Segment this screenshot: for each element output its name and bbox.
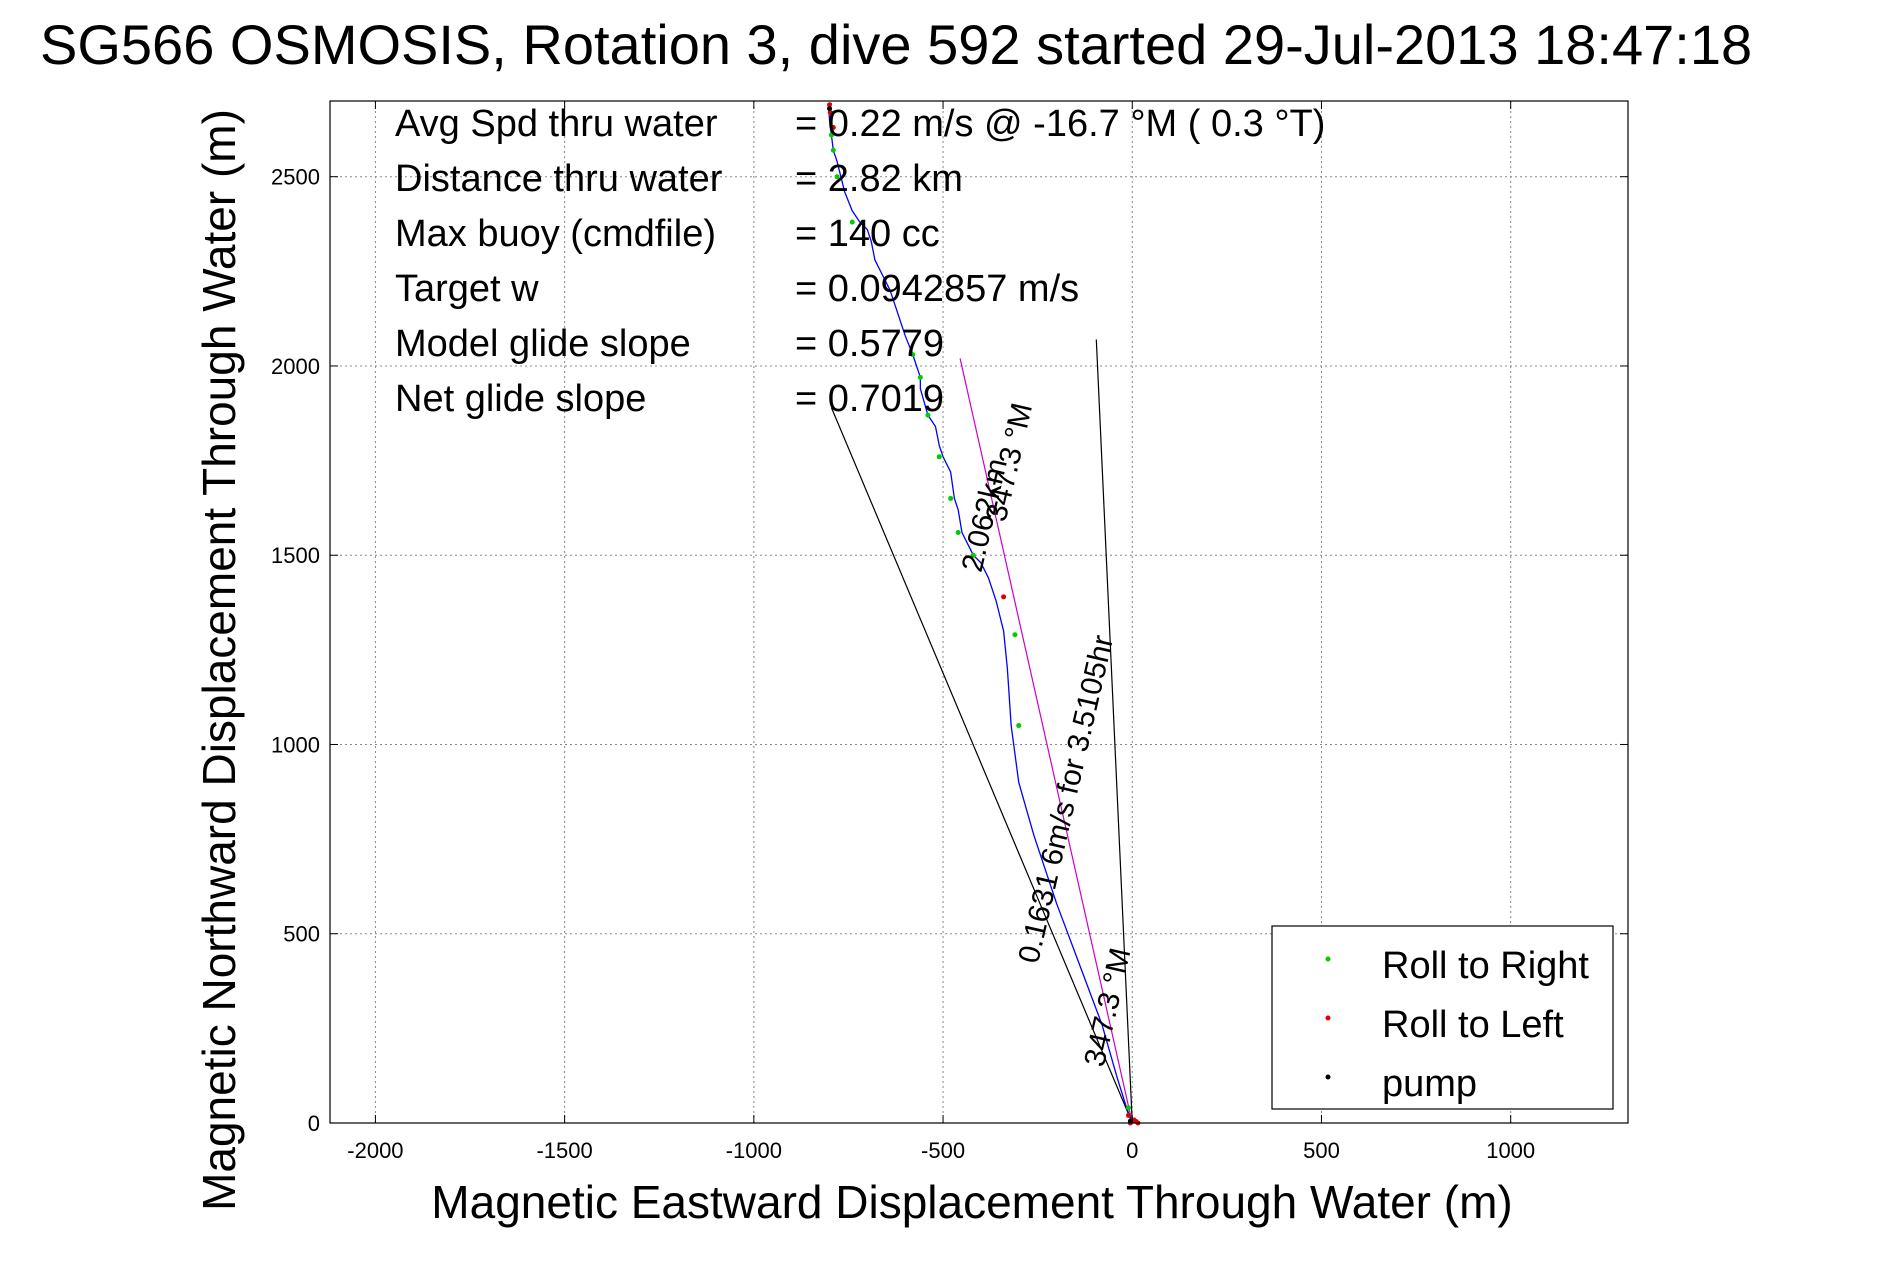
y-axis-label: Magnetic Northward Displacement Through … bbox=[193, 109, 245, 1211]
axis-ticks: -2000 -1500 -1000 -500 0 500 1000 0 500 1000 1500 2… bbox=[271, 101, 1628, 1163]
x-tick-label: 0 bbox=[1126, 1138, 1138, 1163]
chart-title: SG566 OSMOSIS, Rotation 3, dive 592 star… bbox=[40, 13, 1752, 76]
y-tick-label: 0 bbox=[308, 1111, 320, 1136]
y-tick-label: 500 bbox=[283, 922, 320, 947]
x-tick-label: 500 bbox=[1303, 1138, 1340, 1163]
legend-label: pump bbox=[1382, 1063, 1477, 1105]
data-point bbox=[955, 530, 961, 536]
track-path bbox=[828, 102, 1133, 1124]
legend: Roll to Right Roll to Left pump bbox=[1271, 925, 1614, 1110]
legend-marker bbox=[1325, 956, 1331, 962]
info-label: Net glide slope bbox=[395, 378, 646, 420]
legend-marker bbox=[1325, 1015, 1331, 1021]
x-tick-label: -1500 bbox=[536, 1138, 592, 1163]
info-value: = 140 cc bbox=[795, 213, 940, 255]
x-tick-label: -2000 bbox=[347, 1138, 403, 1163]
info-label: Target w bbox=[395, 268, 539, 310]
info-label: Avg Spd thru water bbox=[395, 103, 718, 145]
data-point bbox=[827, 102, 833, 108]
data-point bbox=[917, 374, 923, 380]
legend-marker bbox=[1325, 1074, 1331, 1080]
y-tick-label: 1500 bbox=[271, 543, 320, 568]
data-point bbox=[828, 132, 834, 138]
x-tick-label: 1000 bbox=[1486, 1138, 1535, 1163]
data-point bbox=[849, 219, 855, 225]
info-label: Model glide slope bbox=[395, 323, 691, 365]
reference-lines bbox=[830, 339, 1133, 1124]
data-points bbox=[827, 102, 1141, 1126]
data-point bbox=[1016, 723, 1022, 729]
plot-area bbox=[329, 100, 1629, 1124]
info-value: = 2.82 km bbox=[795, 158, 963, 200]
info-value: = 0.5779 bbox=[795, 323, 944, 365]
data-point bbox=[936, 454, 942, 460]
legend-label: Roll to Left bbox=[1382, 1004, 1564, 1046]
reference-line bbox=[830, 407, 1133, 1124]
data-point bbox=[1125, 1112, 1131, 1118]
x-tick-label: -500 bbox=[921, 1138, 965, 1163]
data-point bbox=[970, 552, 976, 558]
info-block: Avg Spd thru water = 0.22 m/s @ -16.7 °M … bbox=[395, 103, 1325, 420]
data-point bbox=[830, 147, 836, 153]
data-point bbox=[1125, 1105, 1131, 1111]
info-label: Max buoy (cmdfile) bbox=[395, 213, 716, 255]
x-tick-label: -1000 bbox=[726, 1138, 782, 1163]
info-value: = 0.22 m/s @ -16.7 °M ( 0.3 °T) bbox=[795, 103, 1325, 145]
info-label: Distance thru water bbox=[395, 158, 723, 200]
data-point bbox=[948, 495, 954, 501]
data-point bbox=[827, 106, 833, 112]
y-tick-label: 2500 bbox=[271, 165, 320, 190]
data-point bbox=[1001, 594, 1007, 600]
y-tick-label: 2000 bbox=[271, 354, 320, 379]
annotation-label: 0.1631 6m/s for 3.5105hr bbox=[1012, 632, 1120, 966]
data-point bbox=[834, 174, 840, 180]
grid-lines bbox=[330, 101, 1628, 1124]
data-point bbox=[1127, 1118, 1133, 1124]
y-tick-label: 1000 bbox=[271, 732, 320, 757]
reference-line bbox=[1095, 339, 1133, 1124]
reference-line bbox=[959, 358, 1133, 1124]
data-point bbox=[1012, 632, 1018, 638]
track-line bbox=[828, 102, 1133, 1124]
data-point bbox=[925, 412, 931, 418]
data-point bbox=[910, 352, 916, 358]
data-point bbox=[827, 109, 833, 115]
info-value: = 0.0942857 m/s bbox=[795, 268, 1079, 310]
info-value: = 0.7019 bbox=[795, 378, 944, 420]
legend-label: Roll to Right bbox=[1382, 945, 1589, 987]
data-point bbox=[830, 124, 836, 130]
x-axis-label: Magnetic Eastward Displacement Through W… bbox=[431, 1176, 1512, 1228]
